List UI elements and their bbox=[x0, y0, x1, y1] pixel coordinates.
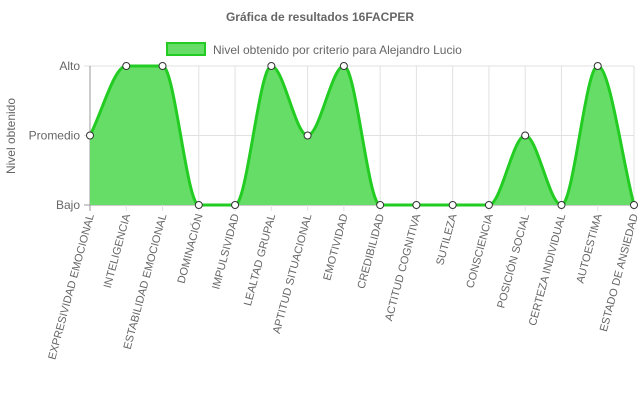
chart-title: Gráfica de resultados 16FACPER bbox=[226, 10, 414, 24]
data-point[interactable] bbox=[122, 62, 131, 70]
y-tick-label: Promedio bbox=[29, 129, 81, 143]
x-tick-label: DOMINACIÓN bbox=[175, 212, 206, 284]
data-point[interactable] bbox=[448, 201, 457, 209]
x-tick-label: ESTABILIDAD EMOCIONAL bbox=[122, 213, 170, 351]
x-tick-label: ACTITUD COGNITIVA bbox=[383, 212, 423, 322]
x-ticks: EXPRESIVIDAD EMOCIONAL INTELIGENCIAESTABI… bbox=[46, 212, 639, 361]
legend[interactable]: Nivel obtenido por criterio para Alejand… bbox=[166, 42, 462, 57]
x-tick-label: CERTEZA INDIVIDUAL bbox=[527, 213, 568, 328]
x-tick-label: EXPRESIVIDAD EMOCIONAL bbox=[46, 213, 97, 361]
data-point[interactable] bbox=[231, 201, 240, 209]
y-ticks: Bajo Promedio Alto bbox=[29, 59, 81, 212]
x-tick-label: CONSCIENCIA bbox=[464, 212, 496, 290]
data-point[interactable] bbox=[521, 131, 530, 140]
x-tick-label: CREDIBILIDAD bbox=[356, 213, 388, 291]
x-tick-label: POSICIÓN SOCIAL bbox=[494, 212, 532, 309]
data-point[interactable] bbox=[158, 62, 167, 70]
data-point[interactable] bbox=[557, 201, 566, 209]
y-tick-label: Alto bbox=[59, 59, 80, 73]
x-tick-label: LEALTAD GRUPAL bbox=[242, 213, 278, 308]
x-tick-label: SUTILEZA bbox=[434, 212, 459, 267]
x-tick-label: ESTADO DE ANSIEDAD bbox=[598, 213, 639, 333]
legend-label: Nivel obtenido por criterio para Alejand… bbox=[213, 43, 462, 57]
data-point[interactable] bbox=[412, 201, 421, 209]
data-point[interactable] bbox=[339, 62, 348, 70]
legend-swatch bbox=[166, 42, 206, 56]
data-point[interactable] bbox=[593, 62, 602, 70]
data-point[interactable] bbox=[303, 131, 312, 140]
data-points bbox=[86, 62, 638, 209]
data-point[interactable] bbox=[376, 201, 385, 209]
data-point[interactable] bbox=[484, 201, 493, 209]
x-tick-label: AUTOESTIMA bbox=[575, 212, 605, 285]
x-tick-label: APTITUD SITUACIONAL bbox=[271, 213, 315, 335]
x-tick-label: IMPULSIVIDAD bbox=[210, 213, 242, 291]
y-tick-label: Bajo bbox=[56, 198, 80, 212]
x-tick-label: EMOTIVIDAD bbox=[321, 213, 350, 282]
y-axis-label: Nivel obtenido bbox=[4, 98, 18, 174]
data-point[interactable] bbox=[267, 62, 276, 70]
data-point[interactable] bbox=[194, 201, 203, 209]
x-tick-label: INTELIGENCIA bbox=[102, 212, 134, 290]
data-point[interactable] bbox=[86, 131, 94, 140]
data-point[interactable] bbox=[630, 201, 638, 209]
